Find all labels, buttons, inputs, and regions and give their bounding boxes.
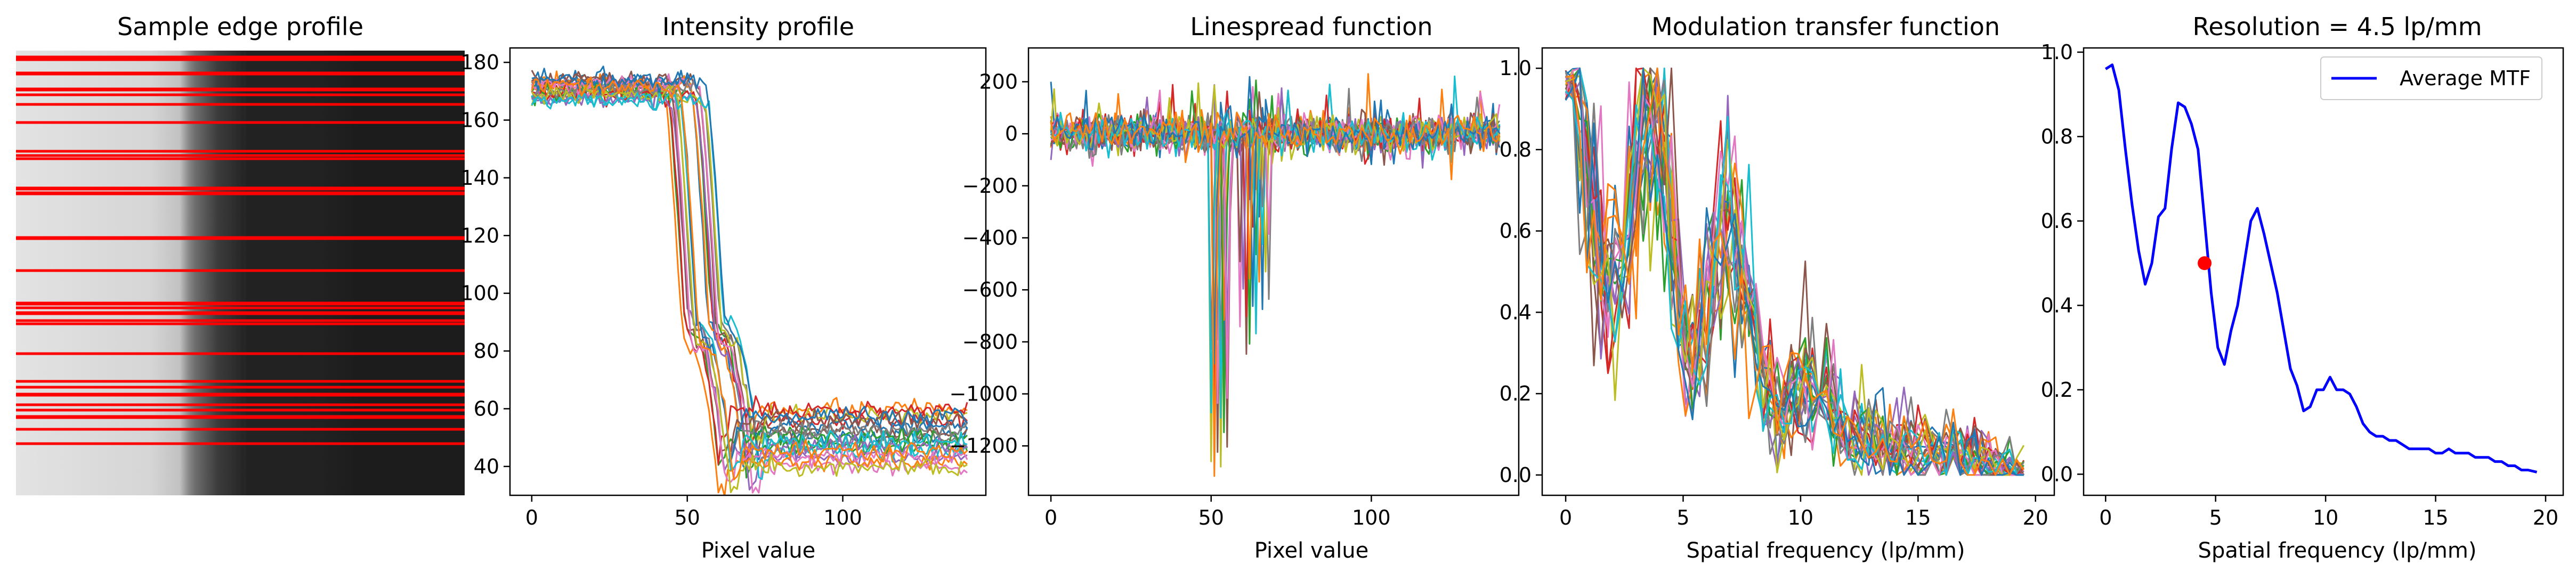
resolution-marker (2198, 256, 2212, 271)
legend-box (2320, 56, 2542, 100)
mtf-series-line (1565, 67, 2024, 476)
intensity-x-label: Pixel value (701, 538, 816, 563)
resolution-y-tick-label: 0.4 (2041, 293, 2073, 317)
resolution-frame (2083, 47, 2564, 496)
mtf-series-line (1565, 67, 2024, 476)
intensity-y-tick-label: 40 (474, 455, 499, 478)
average-mtf-line (2104, 63, 2538, 473)
intensity-series-group (531, 66, 968, 495)
resolution-y-tick-label: 1.0 (2041, 40, 2073, 64)
intensity-series-line (531, 76, 968, 480)
resolution-x-tick-label: 20 (2533, 506, 2558, 529)
linespread-title: Linespread function (1190, 12, 1432, 41)
linespread-y-tick-label: −200 (962, 174, 1018, 198)
resolution-x-label: Spatial frequency (lp/mm) (2198, 538, 2477, 563)
resolution-x-tick-label: 10 (2313, 506, 2338, 529)
linespread-x-tick-label: 0 (1044, 506, 1057, 529)
intensity-profile-title: Intensity profile (662, 12, 854, 41)
resolution-panel: Resolution = 4.5 lp/mm 0 5 10 15 20 0.0 0.2 0.4… (2041, 12, 2564, 563)
intensity-series-line (531, 66, 968, 461)
resolution-title: Resolution = 4.5 lp/mm (2192, 12, 2482, 41)
mtf-y-tick-label: 0.2 (1500, 382, 1532, 405)
edge-profile-title: Sample edge profile (117, 12, 363, 41)
mtf-x-tick-label: 0 (1559, 506, 1572, 529)
linespread-x-tick-label: 100 (1352, 506, 1391, 529)
resolution-y-tick-label: 0.0 (2041, 462, 2073, 486)
linespread-y-tick-label: 200 (979, 70, 1018, 93)
resolution-x-tick-label: 5 (2209, 506, 2222, 529)
legend: Average MTF (2320, 56, 2542, 100)
mtf-title: Modulation transfer function (1651, 12, 2000, 41)
linespread-series-line (1050, 110, 1501, 477)
intensity-series-line (531, 79, 968, 466)
intensity-x-tick-label: 100 (823, 506, 862, 529)
resolution-x-tick-label: 15 (2423, 506, 2448, 529)
linespread-x-label: Pixel value (1254, 538, 1369, 563)
mtf-y-tick-label: 1.0 (1500, 56, 1532, 80)
intensity-x-tick-label: 0 (525, 506, 538, 529)
mtf-axes: 0 5 10 15 20 0.0 0.2 0.4 0.6 0.8 1.0 (1500, 47, 2055, 529)
resolution-axes: 0 5 10 15 20 0.0 0.2 0.4 0.6 0.8 1.0 (2041, 40, 2564, 529)
intensity-series-line (531, 81, 968, 463)
intensity-series-line (531, 91, 968, 471)
mtf-series-line (1565, 90, 2024, 476)
mtf-series-group (1565, 67, 2025, 476)
intensity-y-tick-label: 60 (474, 397, 499, 420)
intensity-frame (509, 47, 987, 496)
legend-label: Average MTF (2400, 67, 2531, 90)
intensity-y-tick-label: 180 (460, 51, 499, 74)
intensity-series-line (531, 85, 968, 493)
mtf-x-tick-label: 5 (1676, 506, 1689, 529)
mtf-y-tick-label: 0.0 (1500, 463, 1532, 487)
resolution-y-tick-label: 0.6 (2041, 209, 2073, 233)
intensity-series-line (531, 74, 968, 462)
linespread-y-tick-label: −400 (962, 226, 1018, 250)
intensity-x-tick-label: 50 (675, 506, 700, 529)
resolution-y-tick-label: 0.2 (2041, 378, 2073, 402)
mtf-x-label: Spatial frequency (lp/mm) (1687, 538, 1965, 563)
intensity-profile-panel: Intensity profile 0 50 100 40 60 80 100 120 140 1… (460, 12, 987, 563)
resolution-y-tick-label: 0.8 (2041, 125, 2073, 148)
intensity-y-tick-label: 160 (460, 108, 499, 132)
resolution-x-tick-label: 0 (2099, 506, 2112, 529)
intensity-y-tick-label: 80 (474, 339, 499, 363)
linespread-series-line (1050, 75, 1501, 414)
mtf-y-tick-label: 0.8 (1500, 138, 1532, 161)
linespread-axes: 0 50 100 −1200 −1000 −800 −600 −400 −200 0 200 (949, 47, 1520, 529)
mtf-series-line (1565, 67, 2025, 476)
mtf-x-tick-label: 20 (2023, 506, 2048, 529)
linespread-y-tick-label: −600 (962, 278, 1018, 301)
average-mtf-series-group (2104, 63, 2538, 473)
mtf-panel: Modulation transfer function 0 5 10 15 20 0.0… (1500, 12, 2055, 563)
intensity-y-tick-label: 100 (460, 282, 499, 305)
linespread-x-tick-label: 50 (1198, 506, 1224, 529)
linespread-y-tick-label: −1200 (949, 434, 1018, 458)
intensity-y-tick-label: 140 (460, 166, 499, 190)
mtf-x-tick-label: 15 (1905, 506, 1931, 529)
edge-profile-panel: Sample edge profile (16, 12, 465, 495)
linespread-frame (1027, 47, 1520, 496)
linespread-y-tick-label: −1000 (949, 382, 1018, 406)
edge-sample-lines (16, 55, 465, 445)
linespread-y-tick-label: 0 (1005, 122, 1018, 145)
intensity-axes: 0 50 100 40 60 80 100 120 140 160 180 (460, 47, 987, 529)
linespread-y-tick-label: −800 (962, 330, 1018, 354)
mtf-x-tick-label: 10 (1788, 506, 1813, 529)
mtf-y-tick-label: 0.4 (1500, 300, 1532, 324)
intensity-y-tick-label: 120 (460, 224, 499, 247)
linespread-series-group (1050, 73, 1501, 477)
linespread-panel: Linespread function 0 50 100 −1200 −1000 −800… (949, 12, 1520, 563)
mtf-y-tick-label: 0.6 (1500, 219, 1532, 243)
mtf-frame (1541, 47, 2055, 496)
edge-image (16, 51, 465, 495)
